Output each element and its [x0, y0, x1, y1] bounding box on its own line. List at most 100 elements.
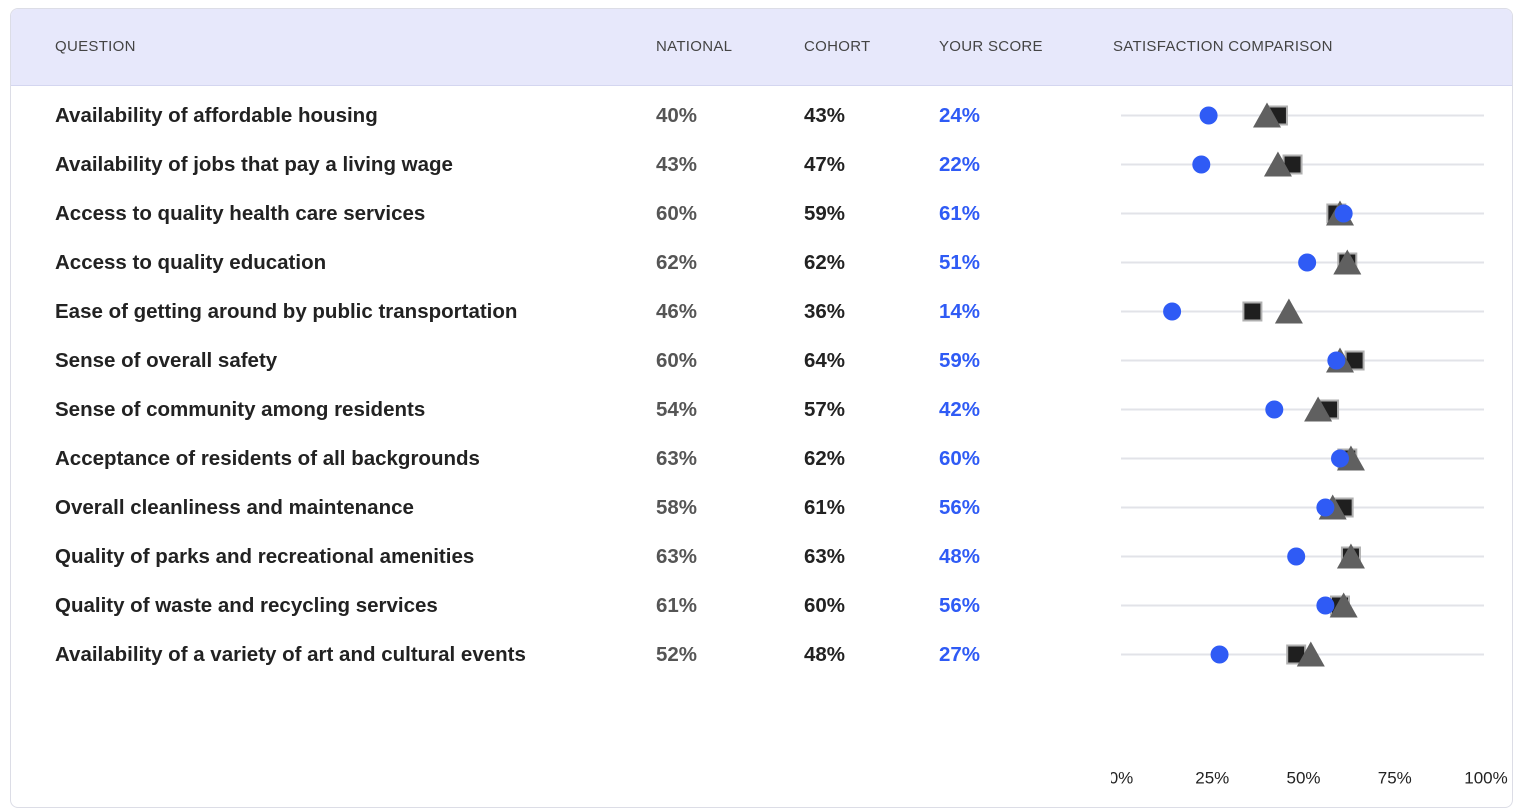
percent-cell: 63%	[656, 446, 698, 470]
row-chart	[1121, 543, 1484, 569]
percent-cell: 56%	[939, 495, 981, 519]
percent-cell: 63%	[804, 544, 846, 568]
percent-cell: 40%	[656, 103, 698, 127]
question: Availability of affordable housing	[55, 104, 378, 127]
question: Access to quality health care services	[55, 202, 426, 225]
row-chart	[1121, 298, 1484, 324]
percent-cell: 52%	[656, 642, 698, 666]
national-marker	[1296, 641, 1325, 667]
table-row: Quality of parks and recreational amenit…	[11, 532, 1512, 581]
percent-cell: 51%	[939, 250, 981, 274]
percent-cell: 61%	[804, 495, 846, 519]
percent-cell: 62%	[804, 446, 846, 470]
percent-cell: 48%	[939, 544, 981, 568]
column-header: QUESTION	[55, 38, 136, 55]
score-marker	[1327, 351, 1346, 370]
percent-cell: 63%	[656, 544, 698, 568]
percent-cell: 36%	[804, 299, 846, 323]
percent-cell: 27%	[939, 642, 981, 666]
percent-cell: 47%	[804, 152, 846, 176]
score-marker	[1210, 645, 1229, 664]
percent-cell: 62%	[656, 250, 698, 274]
percent-cell: 61%	[939, 201, 981, 225]
national-marker	[1304, 396, 1333, 422]
question: Availability of a variety of art and cul…	[55, 643, 526, 666]
national-marker	[1336, 543, 1365, 569]
table-row: Availability of a variety of art and cul…	[11, 630, 1512, 679]
percent-cell: 60%	[804, 593, 846, 617]
x-tick-label: 25%	[1195, 768, 1229, 787]
cohort-marker	[1242, 301, 1263, 322]
score-marker	[1316, 596, 1335, 615]
table-row: Overall cleanliness and maintenance 58% 61…	[11, 483, 1512, 532]
table-row: Availability of jobs that pay a living w…	[11, 140, 1512, 189]
percent-cell: 56%	[939, 593, 981, 617]
table-row: Quality of waste and recycling services 6…	[11, 581, 1512, 630]
percent-cell: 42%	[939, 397, 981, 421]
percent-cell: 22%	[939, 152, 981, 176]
question: Overall cleanliness and maintenance	[55, 496, 414, 519]
table-row: Acceptance of residents of all backgroun…	[11, 434, 1512, 483]
question: Quality of waste and recycling services	[55, 594, 438, 617]
question: Ease of getting around by public transpo…	[55, 300, 518, 323]
percent-cell: 60%	[656, 348, 698, 372]
score-marker	[1331, 449, 1349, 468]
question: Sense of overall safety	[55, 349, 278, 372]
score-marker	[1163, 302, 1182, 321]
question: Sense of community among residents	[55, 398, 426, 421]
x-tick-label: 0%	[1111, 768, 1133, 787]
comparison-card: QUESTION NATIONAL COHORT YOUR SCORE SATI…	[10, 8, 1513, 808]
national-marker	[1329, 592, 1358, 618]
question: Access to quality education	[55, 251, 327, 274]
score-marker	[1287, 547, 1306, 566]
row-chart	[1121, 200, 1484, 226]
national-marker	[1253, 102, 1281, 128]
percent-cell: 62%	[804, 250, 846, 274]
score-marker	[1199, 106, 1218, 125]
table-row: Access to quality health care services 60…	[11, 189, 1512, 238]
table-row: Ease of getting around by public transpo…	[11, 287, 1512, 336]
row-chart	[1121, 102, 1484, 128]
national-marker	[1274, 298, 1303, 324]
row-chart	[1121, 494, 1484, 520]
column-header: SATISFACTION COMPARISON	[1113, 38, 1333, 55]
percent-cell: 54%	[656, 397, 698, 421]
score-marker	[1192, 155, 1211, 174]
percent-cell: 43%	[804, 103, 846, 127]
question: Availability of jobs that pay a living w…	[55, 153, 453, 176]
percent-cell: 64%	[804, 348, 846, 372]
row-chart	[1121, 249, 1484, 275]
percent-cell: 58%	[656, 495, 698, 519]
row-chart	[1121, 396, 1484, 422]
percent-cell: 57%	[804, 397, 846, 421]
percent-cell: 60%	[656, 201, 698, 225]
percent-cell: 14%	[939, 299, 981, 323]
national-marker	[1263, 151, 1292, 177]
table-header: QUESTION NATIONAL COHORT YOUR SCORE SATI…	[11, 9, 1512, 86]
score-marker	[1298, 253, 1317, 272]
table-body: Availability of affordable housing 40% 43%…	[11, 91, 1512, 679]
percent-cell: 46%	[656, 299, 698, 323]
column-header: COHORT	[804, 38, 871, 55]
score-marker	[1334, 204, 1353, 223]
table-row: Sense of overall safety 60% 64% 59%	[11, 336, 1512, 385]
row-chart	[1121, 592, 1484, 618]
table-row: Availability of affordable housing 40% 43%…	[11, 91, 1512, 140]
x-tick-label: 50%	[1286, 768, 1320, 787]
row-chart	[1121, 445, 1484, 471]
percent-cell: 48%	[804, 642, 846, 666]
x-tick-label: 100%	[1464, 768, 1507, 787]
score-marker	[1265, 400, 1284, 419]
row-chart	[1121, 641, 1484, 667]
percent-cell: 60%	[939, 446, 981, 470]
column-header: YOUR SCORE	[939, 38, 1043, 55]
question: Acceptance of residents of all backgroun…	[55, 447, 480, 470]
row-chart	[1121, 347, 1484, 373]
x-tick-label: 75%	[1378, 768, 1412, 787]
national-marker	[1333, 249, 1362, 275]
score-marker	[1316, 498, 1335, 517]
percent-cell: 59%	[804, 201, 846, 225]
row-chart	[1121, 151, 1484, 177]
percent-cell: 59%	[939, 348, 981, 372]
